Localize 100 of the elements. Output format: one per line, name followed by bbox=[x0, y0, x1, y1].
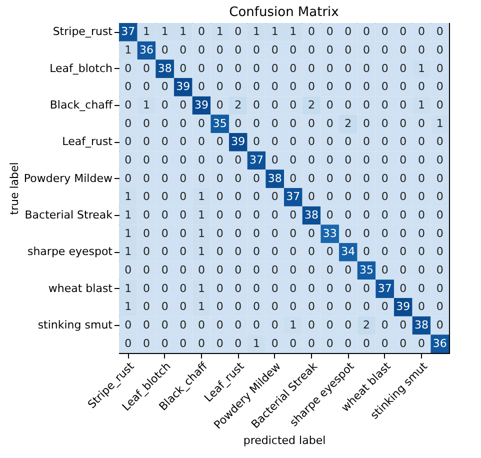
data-label: 0 bbox=[143, 208, 150, 222]
data-label: 0 bbox=[290, 135, 297, 148]
data-label: 0 bbox=[418, 172, 425, 185]
data-label: 0 bbox=[344, 300, 352, 314]
data-label: 1 bbox=[161, 25, 168, 38]
data-label: 38 bbox=[414, 318, 428, 332]
data-label: 0 bbox=[143, 62, 150, 75]
y-tick-label: Bacterial Streak bbox=[24, 208, 114, 222]
data-label: 0 bbox=[180, 172, 187, 185]
data-label: 0 bbox=[124, 336, 132, 350]
data-label: 0 bbox=[216, 154, 224, 166]
data-label: 0 bbox=[344, 226, 352, 240]
data-label: 0 bbox=[143, 172, 150, 185]
data-label: 0 bbox=[400, 226, 407, 240]
data-label: 0 bbox=[198, 25, 205, 38]
data-label: 0 bbox=[271, 226, 278, 240]
data-label: 0 bbox=[180, 264, 187, 276]
data-label: 0 bbox=[271, 190, 278, 204]
data-label: 0 bbox=[198, 318, 205, 332]
data-label: 0 bbox=[436, 80, 444, 94]
data-label: 0 bbox=[271, 282, 278, 295]
data-label: 0 bbox=[198, 62, 205, 75]
data-label: 0 bbox=[180, 190, 187, 204]
data-label: 0 bbox=[381, 25, 388, 38]
data-label: 0 bbox=[253, 318, 260, 332]
data-label: 0 bbox=[308, 190, 315, 204]
data-label: 0 bbox=[161, 135, 168, 148]
data-label: 1 bbox=[198, 282, 205, 295]
y-tick-label: stinking smut bbox=[38, 318, 114, 332]
data-label: 0 bbox=[344, 318, 352, 332]
data-label: 0 bbox=[308, 80, 315, 94]
data-label: 0 bbox=[308, 154, 315, 166]
data-label: 0 bbox=[161, 300, 168, 314]
data-label: 1 bbox=[198, 226, 205, 240]
data-label: 39 bbox=[231, 135, 246, 148]
data-label: 33 bbox=[322, 226, 337, 240]
data-label: 0 bbox=[124, 172, 132, 185]
data-label: 0 bbox=[418, 25, 425, 38]
data-label: 1 bbox=[253, 336, 260, 350]
data-label: 0 bbox=[418, 300, 425, 314]
data-label: 0 bbox=[344, 172, 352, 185]
data-label: 0 bbox=[253, 226, 260, 240]
data-label: 0 bbox=[216, 62, 224, 75]
data-label: 0 bbox=[400, 190, 407, 204]
data-label: 0 bbox=[308, 318, 315, 332]
data-label: 0 bbox=[363, 135, 370, 148]
data-label: 0 bbox=[363, 62, 370, 75]
data-label: 38 bbox=[268, 172, 282, 185]
data-label: 0 bbox=[326, 208, 334, 222]
data-label: 0 bbox=[290, 208, 297, 222]
data-label: 0 bbox=[143, 282, 150, 295]
data-label: 0 bbox=[161, 264, 168, 276]
data-label: 0 bbox=[216, 226, 224, 240]
data-label: 1 bbox=[124, 300, 132, 314]
data-label: 0 bbox=[198, 44, 205, 56]
y-tick-label: Leaf_blotch bbox=[50, 62, 113, 75]
data-label: 0 bbox=[363, 116, 370, 130]
data-label: 0 bbox=[418, 80, 425, 94]
data-label: 0 bbox=[143, 190, 150, 204]
data-label: 1 bbox=[271, 25, 278, 38]
data-label: 1 bbox=[253, 25, 260, 38]
data-label: 0 bbox=[198, 135, 205, 148]
data-label: 0 bbox=[381, 245, 388, 258]
data-label: 0 bbox=[436, 154, 444, 166]
data-label: 0 bbox=[161, 336, 168, 350]
data-label: 0 bbox=[344, 264, 352, 276]
y-tick-label: Leaf_rust bbox=[62, 135, 114, 148]
data-label: 0 bbox=[326, 245, 334, 258]
data-label: 0 bbox=[143, 154, 150, 166]
data-label: 1 bbox=[124, 226, 132, 240]
data-label: 0 bbox=[400, 154, 407, 166]
data-label: 0 bbox=[290, 264, 297, 276]
data-label: 0 bbox=[290, 336, 297, 350]
data-label: 2 bbox=[308, 98, 315, 112]
data-label: 0 bbox=[418, 208, 425, 222]
data-label: 0 bbox=[400, 98, 407, 112]
data-label: 0 bbox=[363, 172, 370, 185]
data-label: 0 bbox=[308, 300, 315, 314]
data-label: 0 bbox=[436, 190, 444, 204]
data-label: 0 bbox=[234, 190, 242, 204]
data-label: 0 bbox=[381, 172, 388, 185]
data-label: 0 bbox=[436, 172, 444, 185]
data-label: 0 bbox=[253, 282, 260, 295]
data-label: 1 bbox=[143, 25, 150, 38]
data-label: 0 bbox=[143, 135, 150, 148]
data-label: 1 bbox=[290, 25, 297, 38]
data-label: 0 bbox=[161, 80, 168, 94]
data-label: 0 bbox=[271, 98, 278, 112]
data-label: 1 bbox=[124, 245, 132, 258]
data-label: 0 bbox=[290, 226, 297, 240]
data-label: 0 bbox=[326, 300, 334, 314]
data-label: 0 bbox=[161, 208, 168, 222]
data-label: 0 bbox=[326, 172, 334, 185]
y-axis-title: true label bbox=[8, 162, 21, 215]
data-label: 0 bbox=[253, 264, 260, 276]
data-label: 0 bbox=[363, 98, 370, 112]
data-label: 0 bbox=[344, 62, 352, 75]
data-label: 1 bbox=[124, 282, 132, 295]
data-label: 0 bbox=[290, 98, 297, 112]
data-label: 0 bbox=[436, 226, 444, 240]
